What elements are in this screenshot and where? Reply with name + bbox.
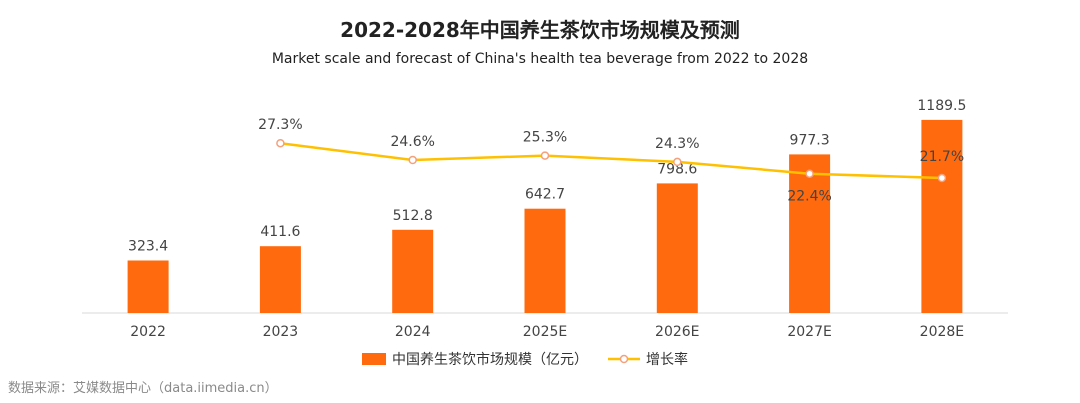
x-tick-label-2025E: 2025E — [523, 324, 567, 340]
x-tick-label-2024: 2024 — [395, 324, 431, 340]
bar-2024 — [392, 229, 434, 313]
bar-value-label-2025E: 642.7 — [525, 187, 565, 203]
legend-line-marker — [619, 354, 629, 364]
growth-label-2028E: 21.7% — [920, 149, 964, 165]
bars-layer — [127, 119, 963, 314]
bar-labels-layer: 323.4 411.6 512.8 642.7 798.6 977.3 1189.5 — [128, 98, 966, 255]
bar-value-label-2023: 411.6 — [260, 224, 300, 240]
growth-label-2027E: 22.4% — [787, 189, 831, 205]
legend-bar-swatch — [362, 353, 386, 365]
bar-2027E — [789, 154, 831, 313]
growth-label-2026E: 24.3% — [655, 136, 699, 152]
x-tick-label-2022: 2022 — [130, 324, 166, 340]
bar-2025E — [524, 208, 566, 313]
legend-bar-label: 中国养生茶饮市场规模（亿元） — [392, 351, 588, 368]
growth-point-2024 — [408, 155, 417, 165]
growth-point-2026E — [673, 157, 682, 167]
growth-label-2023: 27.3% — [258, 117, 302, 133]
x-tick-label-2028E: 2028E — [920, 324, 964, 340]
growth-rate-line — [280, 141, 942, 180]
bar-value-label-2024: 512.8 — [393, 208, 433, 224]
growth-point-2028E — [937, 173, 947, 183]
legend: 中国养生茶饮市场规模（亿元） 增长率 — [362, 351, 688, 368]
x-tick-label-2023: 2023 — [263, 324, 299, 340]
growth-point-2023 — [276, 138, 285, 148]
x-tick-label-2027E: 2027E — [787, 324, 831, 340]
growth-line-layer: 27.3% 24.6% 25.3% 24.3% 22.4% 21.7% — [258, 117, 964, 205]
bar-value-label-2026E: 798.6 — [657, 161, 697, 177]
bar-value-label-2027E: 977.3 — [790, 132, 830, 148]
chart-subtitle: Market scale and forecast of China's hea… — [271, 51, 809, 67]
bar-2026E — [656, 183, 698, 313]
source-note: 数据来源：艾媒数据中心（data.iimedia.cn） — [8, 381, 278, 396]
growth-point-2025E — [540, 151, 550, 160]
growth-label-2024: 24.6% — [390, 134, 434, 150]
bar-value-label-2022: 323.4 — [128, 239, 168, 255]
legend-line-label: 增长率 — [646, 351, 688, 368]
x-tick-labels: 2022 2023 2024 2025E 2026E 2027E 2028E — [130, 324, 964, 340]
chart-title: 2022-2028年中国养生茶饮市场规模及预测 — [340, 18, 740, 42]
x-tick-label-2026E: 2026E — [655, 324, 699, 340]
bar-value-label-2028E: 1189.5 — [917, 98, 966, 114]
growth-point-2027E — [805, 169, 814, 178]
bar-2022 — [127, 260, 169, 313]
bar-2028E — [921, 119, 963, 314]
bar-2023 — [259, 246, 301, 313]
growth-label-2025E: 25.3% — [523, 130, 567, 146]
